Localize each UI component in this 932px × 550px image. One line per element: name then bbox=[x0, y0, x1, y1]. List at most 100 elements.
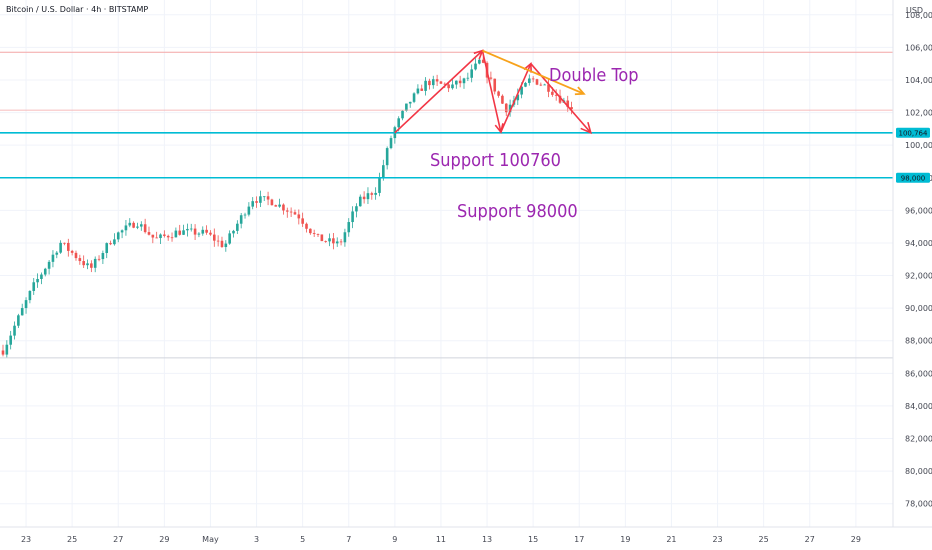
grid bbox=[0, 0, 893, 527]
candles bbox=[1, 53, 573, 358]
candle-body bbox=[497, 91, 500, 96]
candle-body bbox=[351, 211, 354, 223]
currency-label: USD bbox=[906, 6, 923, 15]
candle-body bbox=[166, 235, 170, 238]
candle-body bbox=[186, 228, 189, 231]
candle-body bbox=[443, 83, 447, 85]
candle-body bbox=[570, 107, 573, 110]
candle-body bbox=[424, 80, 427, 91]
candle-body bbox=[86, 263, 89, 266]
candle-body bbox=[305, 223, 308, 229]
candle-body bbox=[236, 223, 239, 231]
time-tick-label: 11 bbox=[436, 535, 446, 544]
candle-body bbox=[374, 192, 377, 195]
candle-body bbox=[74, 252, 78, 259]
candle-body bbox=[239, 215, 243, 224]
candle-body bbox=[431, 79, 435, 86]
price-axis[interactable]: 108,000106,000104,000102,000100,00098,00… bbox=[905, 11, 932, 509]
candle-body bbox=[93, 258, 97, 268]
candle-body bbox=[558, 95, 562, 103]
candle-body bbox=[378, 177, 381, 193]
candle-body bbox=[309, 228, 312, 234]
candle-body bbox=[554, 94, 558, 96]
candle-body bbox=[520, 86, 523, 95]
candle-body bbox=[401, 110, 404, 119]
candle-body bbox=[109, 243, 112, 245]
candle-body bbox=[136, 226, 139, 228]
time-axis[interactable]: 23 25 27 29 May 3 5 7 9 11 13 15 17 19 21 23 25 27 29 bbox=[21, 535, 861, 544]
candle-body bbox=[455, 80, 458, 85]
candle-body bbox=[324, 241, 327, 242]
candle-body bbox=[59, 242, 62, 253]
annotation-double-top: Double Top bbox=[549, 65, 639, 86]
candle-body bbox=[466, 77, 470, 79]
candle-body bbox=[101, 253, 105, 260]
candle-body bbox=[416, 88, 420, 94]
candle-body bbox=[212, 234, 216, 241]
price-tick-label: 86,000 bbox=[905, 369, 932, 378]
price-tick-label: 82,000 bbox=[905, 435, 932, 444]
candle-body bbox=[228, 233, 231, 244]
time-tick-label: 25 bbox=[759, 535, 769, 544]
candle-body bbox=[362, 196, 366, 200]
candle-body bbox=[320, 234, 324, 242]
candle-body bbox=[178, 230, 182, 235]
candle-body bbox=[220, 240, 224, 248]
time-tick-label: 23 bbox=[21, 535, 31, 544]
candle-body bbox=[147, 232, 151, 235]
candle-body bbox=[97, 258, 101, 260]
pattern-arrowhead-second-top bbox=[523, 61, 532, 73]
candle-body bbox=[232, 230, 235, 234]
time-tick-label: 29 bbox=[851, 535, 861, 544]
candle-body bbox=[105, 243, 109, 254]
candle-body bbox=[140, 224, 143, 227]
candle-body bbox=[547, 84, 550, 92]
candle-body bbox=[493, 78, 497, 92]
candle-body bbox=[124, 225, 128, 231]
candle-body bbox=[447, 84, 450, 89]
candle-body bbox=[462, 78, 466, 84]
annotation-support-98000: Support 98000 bbox=[457, 201, 578, 222]
candle-body bbox=[543, 84, 546, 86]
candle-body bbox=[201, 229, 205, 234]
candle-body bbox=[70, 250, 74, 253]
candle-body bbox=[28, 290, 32, 301]
price-tick-label: 80,000 bbox=[905, 467, 932, 476]
price-tick-label: 94,000 bbox=[905, 239, 932, 248]
trendline-double-top[interactable] bbox=[482, 49, 585, 95]
price-tick-label: 108,000 bbox=[905, 11, 932, 20]
time-tick-label: 29 bbox=[159, 535, 169, 544]
candle-body bbox=[405, 103, 408, 111]
candle-body bbox=[128, 222, 132, 226]
candle-body bbox=[270, 199, 274, 206]
candle-body bbox=[389, 138, 393, 149]
candle-body bbox=[524, 82, 527, 87]
candle-body bbox=[293, 212, 297, 215]
candle-body bbox=[478, 59, 481, 64]
candle-body bbox=[335, 241, 339, 244]
candle-body bbox=[151, 234, 155, 238]
candle-body bbox=[358, 196, 362, 207]
candle-body bbox=[247, 206, 251, 215]
price-tick-label: 102,000 bbox=[905, 109, 932, 118]
time-tick-label: 9 bbox=[392, 535, 397, 544]
candle-body bbox=[289, 211, 293, 213]
candle-body bbox=[216, 240, 220, 242]
candle-body bbox=[282, 204, 285, 211]
double-top-pattern[interactable] bbox=[394, 49, 592, 134]
candle-body bbox=[143, 224, 147, 233]
candle-body bbox=[516, 94, 520, 101]
candle-body bbox=[535, 79, 539, 85]
candle-body bbox=[251, 201, 255, 207]
candle-body bbox=[339, 241, 343, 243]
candle-body bbox=[224, 243, 228, 248]
candle-body bbox=[43, 268, 47, 275]
candle-body bbox=[504, 103, 508, 113]
candle-body bbox=[285, 210, 289, 212]
candle-body bbox=[278, 204, 281, 207]
price-tick-label: 90,000 bbox=[905, 304, 932, 313]
candle-body bbox=[297, 214, 301, 219]
candle-body bbox=[528, 78, 531, 83]
candle-body bbox=[312, 233, 316, 235]
